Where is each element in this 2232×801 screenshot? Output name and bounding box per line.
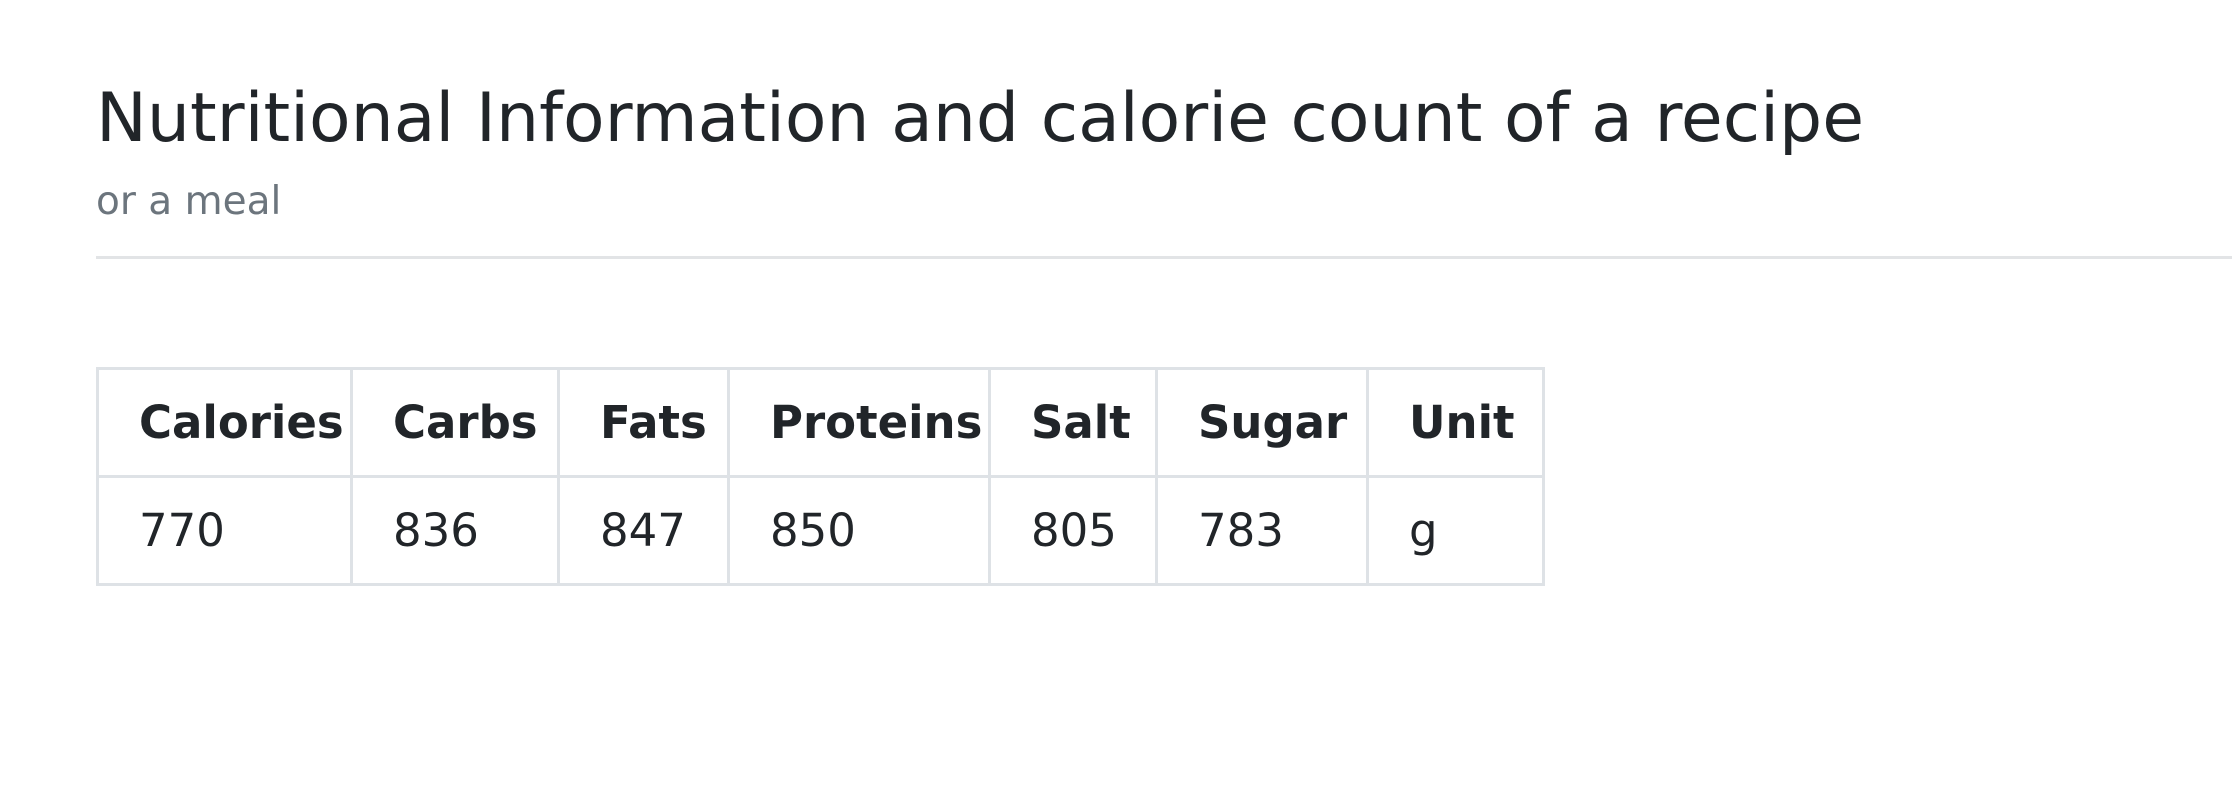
cell-calories: 770 — [96, 475, 353, 586]
page-header: Nutritional Information and calorie coun… — [96, 78, 2232, 258]
column-header-proteins: Proteins — [727, 367, 991, 478]
cell-proteins: 850 — [727, 475, 991, 586]
table-header: Calories Carbs Fats Proteins Salt Sugar … — [96, 367, 1545, 478]
nutrition-table: Calories Carbs Fats Proteins Salt Sugar … — [96, 367, 1545, 586]
column-header-carbs: Carbs — [350, 367, 560, 478]
table-body: 770 836 847 850 805 783 g — [96, 475, 1545, 586]
table-row: 770 836 847 850 805 783 g — [96, 475, 1545, 586]
column-header-sugar: Sugar — [1155, 367, 1369, 478]
cell-sugar: 783 — [1155, 475, 1369, 586]
page-subtitle: or a meal — [96, 179, 282, 224]
cell-carbs: 836 — [350, 475, 560, 586]
page-title: Nutritional Information and calorie coun… — [96, 79, 1865, 158]
column-header-fats: Fats — [557, 367, 730, 478]
column-header-unit: Unit — [1366, 367, 1545, 478]
table-header-row: Calories Carbs Fats Proteins Salt Sugar … — [96, 367, 1545, 478]
cell-salt: 805 — [988, 475, 1158, 586]
column-header-calories: Calories — [96, 367, 353, 478]
cell-unit: g — [1366, 475, 1545, 586]
cell-fats: 847 — [557, 475, 730, 586]
header-divider — [96, 256, 2232, 259]
column-header-salt: Salt — [988, 367, 1158, 478]
